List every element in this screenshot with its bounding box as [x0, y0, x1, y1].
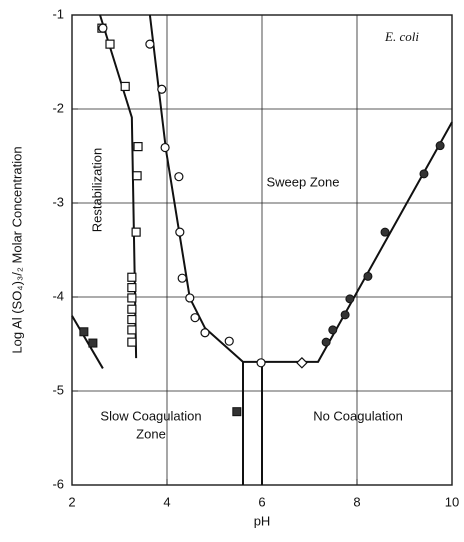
x-tick-label: 4 — [163, 494, 170, 509]
zone-label: No Coagulation — [313, 408, 403, 423]
y-axis-label: Log Al (SO₄)₃/₂ Molar Concentration — [9, 146, 24, 353]
y-tick-label: -2 — [52, 100, 64, 115]
point — [160, 142, 170, 153]
point — [127, 293, 137, 303]
point — [363, 271, 373, 281]
point — [224, 336, 234, 346]
x-tick-label: 6 — [258, 494, 265, 509]
point — [127, 272, 137, 282]
point — [190, 313, 200, 323]
y-tick-label: -6 — [52, 476, 64, 491]
point — [127, 325, 137, 335]
point — [127, 283, 137, 293]
point — [79, 327, 89, 337]
point — [145, 39, 155, 49]
point — [435, 141, 445, 151]
point — [105, 39, 115, 49]
x-axis-label: pH — [254, 513, 271, 528]
zone-label: Slow Coagulation — [100, 408, 201, 423]
point — [127, 304, 137, 314]
point — [296, 356, 308, 369]
point — [127, 337, 137, 347]
organism-label: E. coli — [384, 29, 419, 44]
zone-label: Zone — [136, 426, 166, 441]
point — [127, 314, 137, 325]
point — [174, 172, 184, 182]
point — [132, 171, 142, 181]
y-tick-label: -5 — [52, 382, 64, 397]
point — [98, 23, 108, 33]
point — [131, 227, 141, 237]
point — [157, 84, 167, 94]
point — [256, 358, 266, 368]
point — [321, 337, 331, 347]
zone-label: Sweep Zone — [267, 174, 340, 189]
zone-label: Restabilization — [89, 148, 104, 233]
point — [133, 142, 143, 152]
x-tick-label: 2 — [68, 494, 75, 509]
point — [328, 325, 338, 335]
y-tick-label: -3 — [52, 194, 64, 209]
point — [200, 328, 210, 338]
point — [380, 227, 390, 237]
point — [232, 407, 242, 417]
y-tick-label: -4 — [52, 288, 64, 303]
point — [185, 293, 195, 303]
point — [419, 169, 429, 179]
point — [345, 294, 355, 304]
point — [88, 338, 98, 348]
x-tick-label: 10 — [445, 494, 459, 509]
y-tick-label: -1 — [52, 6, 64, 21]
boundary-line — [71, 315, 104, 369]
x-tick-label: 8 — [353, 494, 360, 509]
point — [175, 227, 185, 237]
point — [120, 81, 130, 92]
point — [340, 310, 350, 320]
point — [177, 273, 187, 283]
